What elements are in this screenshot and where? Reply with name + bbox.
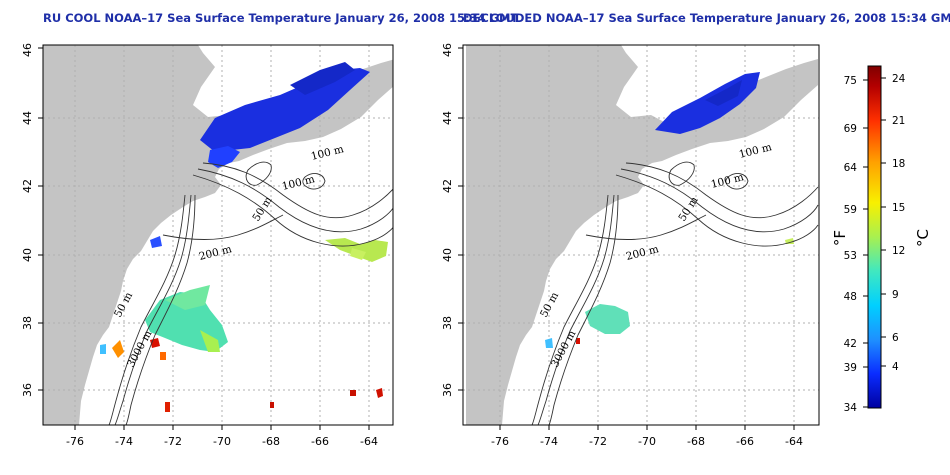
right-sst-patches — [545, 72, 794, 348]
svg-text:-68: -68 — [262, 435, 280, 448]
colorbar-fahrenheit-labels: 75 69 64 59 53 48 42 39 34 — [844, 75, 858, 414]
svg-text:-66: -66 — [311, 435, 329, 448]
svg-text:-64: -64 — [360, 435, 378, 448]
svg-text:21: 21 — [892, 115, 905, 127]
svg-text:-70: -70 — [213, 435, 231, 448]
svg-text:59: 59 — [844, 204, 857, 216]
svg-text:75: 75 — [844, 75, 857, 87]
svg-text:12: 12 — [892, 245, 905, 257]
right-lon-tick-labels: -76 -74 -72 -70 -68 -66 -64 — [491, 435, 803, 448]
svg-text:-74: -74 — [540, 435, 558, 448]
svg-text:46: 46 — [441, 43, 454, 57]
svg-text:-66: -66 — [736, 435, 754, 448]
colorbar-celsius-labels: 24 21 18 15 12 9 6 4 — [892, 73, 906, 373]
svg-text:34: 34 — [844, 402, 858, 414]
right-gridlines — [463, 45, 819, 425]
right-map-title: DECLOUDED NOAA–17 Sea Surface Temperatur… — [463, 11, 950, 25]
svg-text:42: 42 — [441, 179, 454, 193]
left-map-title: RU COOL NOAA–17 Sea Surface Temperature … — [43, 11, 519, 25]
svg-text:-72: -72 — [589, 435, 607, 448]
svg-text:46: 46 — [21, 43, 34, 57]
right-axis-ticks — [458, 47, 795, 430]
svg-text:64: 64 — [844, 162, 858, 174]
right-lat-tick-labels: 36 38 40 42 44 46 — [441, 43, 454, 397]
svg-text:24: 24 — [892, 73, 906, 85]
svg-text:42: 42 — [21, 179, 34, 193]
svg-text:48: 48 — [844, 291, 857, 303]
svg-text:-70: -70 — [638, 435, 656, 448]
svg-text:36: 36 — [441, 383, 454, 397]
svg-text:4: 4 — [892, 361, 899, 373]
left-axis-ticks — [38, 47, 370, 430]
svg-text:6: 6 — [892, 332, 899, 344]
svg-text:40: 40 — [441, 248, 454, 262]
svg-text:18: 18 — [892, 158, 905, 170]
svg-text:-76: -76 — [66, 435, 84, 448]
right-map: 100 m 100 m 50 m 200 m 50 m 3000 m -76 -… — [441, 43, 820, 448]
left-lat-tick-labels: 36 38 40 42 44 46 — [21, 43, 34, 397]
svg-text:-64: -64 — [785, 435, 803, 448]
celsius-unit-label: °C — [914, 229, 932, 247]
svg-text:15: 15 — [892, 202, 905, 214]
svg-text:38: 38 — [21, 316, 34, 330]
svg-text:44: 44 — [21, 111, 34, 125]
left-map: 100 m 100 m 50 m 200 m 50 m 3000 m -76 -… — [21, 43, 394, 448]
svg-text:-72: -72 — [164, 435, 182, 448]
svg-text:38: 38 — [441, 316, 454, 330]
colorbar: 75 69 64 59 53 48 42 39 34 24 21 18 15 1… — [831, 65, 932, 414]
svg-text:69: 69 — [844, 123, 857, 135]
fahrenheit-unit-label: °F — [831, 230, 849, 246]
left-lon-tick-labels: -76 -74 -72 -70 -68 -66 -64 — [66, 435, 378, 448]
svg-text:39: 39 — [844, 362, 857, 374]
svg-text:40: 40 — [21, 248, 34, 262]
svg-text:9: 9 — [892, 289, 899, 301]
svg-text:44: 44 — [441, 111, 454, 125]
left-sst-patches — [100, 62, 388, 412]
svg-text:-76: -76 — [491, 435, 509, 448]
svg-text:-74: -74 — [115, 435, 133, 448]
svg-text:53: 53 — [844, 250, 857, 262]
colorbar-gradient — [867, 65, 882, 409]
svg-text:42: 42 — [844, 338, 857, 350]
svg-text:-68: -68 — [687, 435, 705, 448]
svg-text:36: 36 — [21, 383, 34, 397]
